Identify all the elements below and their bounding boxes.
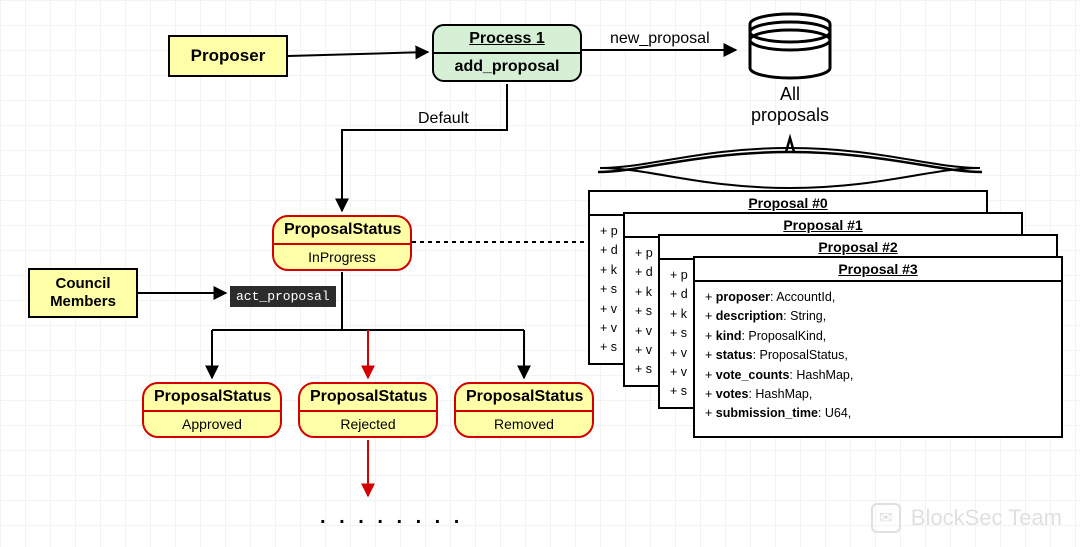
- wechat-icon: ✉: [871, 503, 901, 533]
- database-icon: [740, 12, 840, 89]
- process1-title: Process 1: [434, 26, 580, 54]
- database-label: All proposals: [740, 84, 840, 126]
- ellipsis: . . . . . . . .: [320, 506, 463, 529]
- watermark: ✉ BlockSec Team: [871, 503, 1062, 533]
- status-inprogress: ProposalStatus InProgress: [272, 215, 412, 271]
- process1-node: Process 1 add_proposal: [432, 24, 582, 82]
- status-approved: ProposalStatus Approved: [142, 382, 282, 438]
- council-node: Council Members: [28, 268, 138, 318]
- act-proposal-label: act_proposal: [230, 286, 336, 307]
- edge-label-default: Default: [418, 110, 469, 128]
- status-removed: ProposalStatus Removed: [454, 382, 594, 438]
- proposer-node: Proposer: [168, 35, 288, 77]
- proposal-card-3: Proposal #3 + proposer: AccountId,+ desc…: [693, 256, 1063, 438]
- process1-subtitle: add_proposal: [434, 54, 580, 80]
- edge-label-new-proposal: new_proposal: [610, 30, 710, 48]
- status-rejected: ProposalStatus Rejected: [298, 382, 438, 438]
- proposer-label: Proposer: [191, 46, 266, 66]
